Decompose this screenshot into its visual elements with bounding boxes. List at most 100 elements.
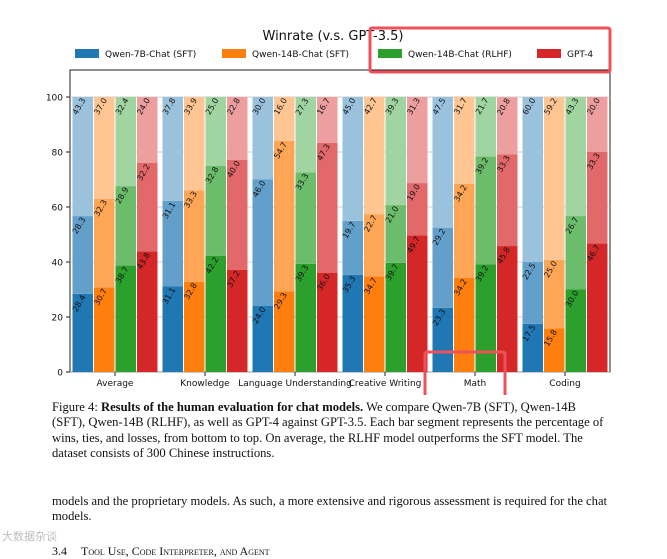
- highlight-box-math: [423, 350, 507, 395]
- legend-swatch: [537, 49, 561, 58]
- chart-legend: Qwen-7B-Chat (SFT) Qwen-14B-Chat (SFT) Qwe…: [75, 49, 593, 60]
- bar-win: [94, 287, 115, 372]
- legend-label: Qwen-14B-Chat (SFT): [252, 50, 349, 60]
- bar-tie: [385, 205, 406, 263]
- y-tick-label: 100: [46, 94, 63, 104]
- bar-tie: [317, 142, 338, 273]
- bar-win: [252, 306, 273, 372]
- bar-win: [295, 263, 316, 372]
- y-tick-label: 0: [57, 369, 63, 379]
- bar-win: [454, 277, 475, 372]
- bar-tie: [497, 154, 518, 247]
- bar-win: [544, 328, 565, 372]
- bar-tie: [432, 227, 453, 308]
- figure-caption: Figure 4: Results of the human evaluatio…: [52, 400, 612, 462]
- bar-loss: [295, 97, 316, 173]
- bar-loss: [115, 97, 136, 187]
- bar-tie: [94, 198, 115, 288]
- bar-loss: [454, 96, 475, 184]
- bar-win: [205, 255, 226, 372]
- bar-tie: [475, 156, 496, 265]
- bar-loss: [497, 97, 518, 155]
- bar-loss: [94, 97, 115, 199]
- bar-win: [184, 281, 205, 372]
- bar-win: [385, 262, 406, 372]
- bar-win: [317, 273, 338, 372]
- legend-swatch: [378, 49, 402, 58]
- highlight-box-legend: [368, 26, 612, 74]
- watermark: 大数据杂谈: [2, 530, 57, 543]
- bar-tie: [342, 220, 363, 275]
- bar-tie: [565, 216, 586, 290]
- legend-label: Qwen-7B-Chat (SFT): [105, 50, 196, 60]
- bar-tie: [162, 200, 183, 287]
- y-tick-label: 20: [52, 314, 64, 324]
- bar-loss: [522, 97, 543, 262]
- highlight-boxes: [368, 26, 612, 395]
- bar-win: [364, 276, 385, 372]
- bar-loss: [544, 97, 565, 260]
- bar-loss: [274, 97, 295, 141]
- chart-title: Winrate (v.s. GPT-3.5): [263, 29, 404, 44]
- x-tick-label: Creative Writing: [349, 379, 422, 389]
- bar-win: [432, 307, 453, 372]
- body-paragraph: models and the proprietary models. As su…: [52, 494, 608, 524]
- bar-tie: [252, 179, 273, 306]
- bar-loss: [162, 97, 183, 201]
- bar-loss: [72, 97, 93, 217]
- bar-loss: [407, 97, 428, 184]
- x-tick-label: Language Understanding: [238, 379, 352, 389]
- y-tick-label: 40: [52, 259, 64, 269]
- legend-swatch: [75, 49, 99, 58]
- section-number: 3.4: [52, 544, 67, 558]
- bar-loss: [565, 97, 586, 217]
- bar-win: [342, 274, 363, 372]
- caption-bold: Results of the human evaluation for chat…: [100, 400, 364, 414]
- bar-tie: [454, 183, 475, 278]
- bar-tie: [544, 259, 565, 329]
- plot-area: 02040608010028.428.343.330.732.337.038.7…: [46, 69, 611, 389]
- bar-loss: [385, 97, 406, 206]
- bar-tie: [407, 183, 428, 236]
- y-tick-label: 80: [52, 149, 64, 159]
- bar-tie: [274, 141, 295, 292]
- bar-tie: [295, 172, 316, 264]
- y-tick-label: 60: [52, 204, 64, 214]
- bar-win: [227, 269, 248, 372]
- bar-loss: [432, 97, 453, 228]
- bar-win: [497, 246, 518, 372]
- bar-loss: [252, 97, 273, 180]
- bar-tie: [205, 165, 226, 256]
- section-title: Tool Use, Code Interpreter, and Agent: [81, 544, 270, 558]
- bar-tie: [184, 190, 205, 282]
- bar-tie: [72, 216, 93, 294]
- bar-loss: [364, 96, 385, 215]
- legend-swatch: [222, 49, 246, 58]
- x-tick-label: Knowledge: [180, 379, 230, 389]
- bar-win: [407, 235, 428, 372]
- winrate-chart: Winrate (v.s. GPT-3.5) Qwen-7B-Chat (SFT…: [46, 26, 612, 395]
- bar-loss: [205, 97, 226, 166]
- bar-tie: [137, 163, 158, 252]
- bar-win: [565, 289, 586, 372]
- bar-win: [162, 286, 183, 372]
- caption-label: Figure 4:: [52, 400, 98, 414]
- bar-tie: [522, 262, 543, 324]
- bar-loss: [587, 97, 608, 152]
- bar-loss: [342, 97, 363, 221]
- bar-loss: [227, 97, 248, 160]
- bar-tie: [587, 152, 608, 244]
- section-heading: 3.4 Tool Use, Code Interpreter, and Agent: [52, 544, 612, 559]
- bar-win: [587, 243, 608, 372]
- x-tick-label: Average: [97, 379, 134, 389]
- bar-win: [522, 323, 543, 372]
- bar-win: [475, 264, 496, 372]
- plot-frame: [69, 69, 611, 373]
- bar-win: [72, 293, 93, 372]
- bar-loss: [475, 96, 496, 157]
- bar-win: [115, 265, 136, 372]
- bar-tie: [227, 159, 248, 270]
- bar-win: [137, 251, 158, 372]
- bar-loss: [317, 97, 338, 143]
- legend-label: Qwen-14B-Chat (RLHF): [408, 50, 512, 60]
